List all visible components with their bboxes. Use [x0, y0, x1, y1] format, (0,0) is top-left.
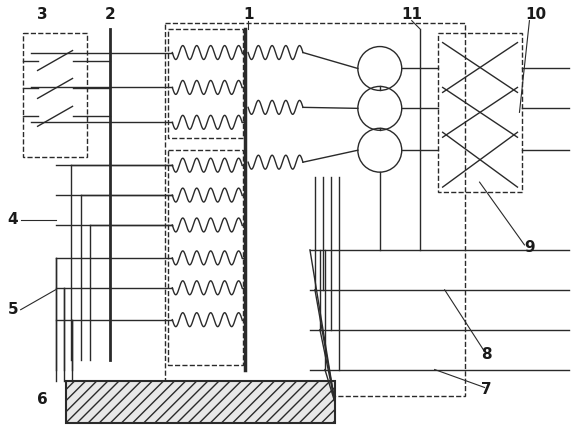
Text: 6: 6 [38, 392, 48, 407]
Text: 4: 4 [8, 212, 18, 227]
Bar [168, 28, 243, 138]
Text: 2: 2 [105, 7, 116, 22]
Bar [23, 32, 87, 157]
Text: 5: 5 [8, 302, 18, 317]
Text: 1: 1 [243, 7, 253, 22]
Text: 9: 9 [524, 240, 535, 255]
Bar [438, 32, 523, 192]
Bar [168, 150, 243, 364]
Text: 11: 11 [401, 7, 423, 22]
Text: 3: 3 [38, 7, 48, 22]
Text: 7: 7 [481, 382, 492, 397]
Bar [165, 23, 465, 396]
Bar [66, 381, 335, 424]
Text: 8: 8 [481, 347, 492, 362]
Text: 10: 10 [525, 7, 546, 22]
